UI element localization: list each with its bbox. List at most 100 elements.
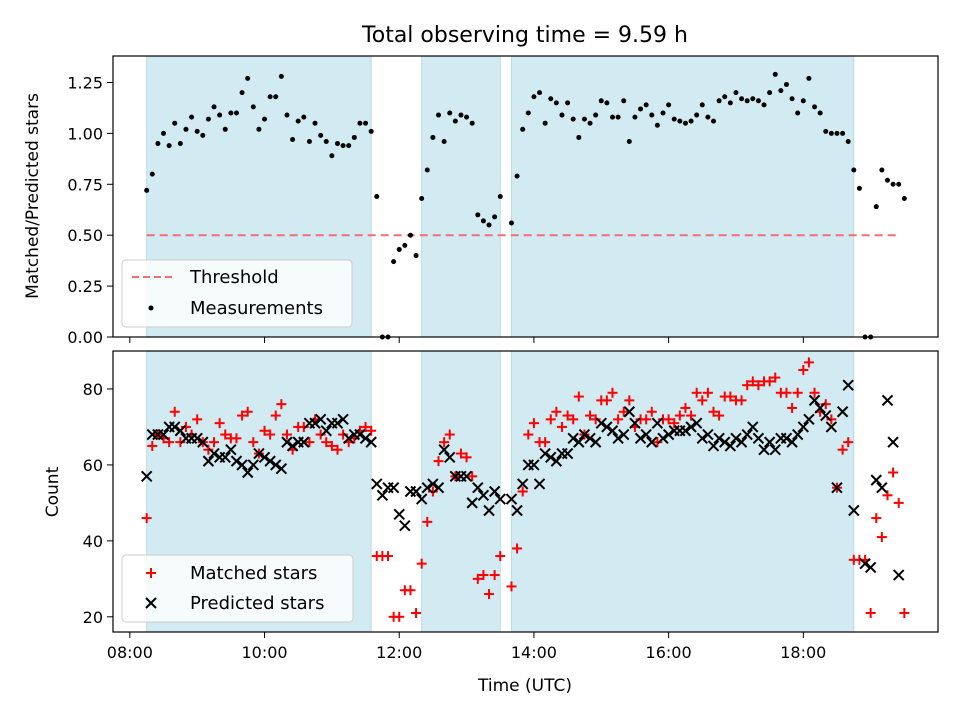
predicted-marker-b xyxy=(241,466,254,479)
predicted-marker-b xyxy=(730,432,742,445)
predicted-marker-b xyxy=(870,474,882,486)
measurement-point xyxy=(205,116,211,122)
matched-star-marker xyxy=(495,551,506,562)
matched-star-marker xyxy=(837,444,848,455)
predicted-star-marker xyxy=(298,436,310,448)
measurement-point xyxy=(508,220,514,226)
predicted-star-marker xyxy=(225,444,237,456)
bottom-x-ticks: 08:00 10:00 12:00 14:00 16:00 18:00 xyxy=(107,632,826,662)
predicted-marker-b xyxy=(466,497,478,509)
matched-star-marker xyxy=(231,433,242,444)
y-tick-label: 1.25 xyxy=(67,73,103,92)
predicted-marker-b xyxy=(696,432,708,445)
matched-star-marker xyxy=(562,410,573,421)
predicted-marker-b xyxy=(365,436,377,448)
predicted-marker-b xyxy=(618,428,630,441)
predicted-star-marker xyxy=(758,444,770,456)
predicted-star-marker xyxy=(825,421,838,433)
predicted-star-marker xyxy=(354,428,366,441)
measurement-point xyxy=(593,112,599,118)
predicted-star-marker xyxy=(719,436,731,448)
matched-star-marker xyxy=(506,581,517,592)
predicted-marker-b xyxy=(281,436,293,448)
matched-star-marker xyxy=(528,418,539,429)
predicted-marker-b xyxy=(337,413,349,426)
measurement-point xyxy=(727,100,733,106)
y-tick-label: 40 xyxy=(83,532,103,551)
predicted-star-marker xyxy=(365,436,377,448)
matched-star-markers xyxy=(141,357,910,622)
x-tick-label: 14:00 xyxy=(511,643,557,662)
measurement-point xyxy=(879,167,885,173)
predicted-marker-b xyxy=(191,432,203,445)
predicted-marker-b xyxy=(820,409,832,422)
predicted-star-marker xyxy=(275,463,288,475)
measurement-point xyxy=(873,204,879,210)
measurement-point xyxy=(778,88,784,94)
y-tick-label: 60 xyxy=(83,456,103,475)
matched-star-marker xyxy=(175,437,186,448)
measurement-point xyxy=(559,112,565,118)
predicted-marker-b xyxy=(444,451,456,464)
measurement-point xyxy=(688,118,694,124)
predicted-star-markers xyxy=(140,379,905,581)
predicted-star-marker xyxy=(629,417,641,429)
matched-star-marker xyxy=(338,429,349,440)
measurement-point xyxy=(492,214,498,220)
matched-star-marker xyxy=(585,410,596,421)
matched-star-marker xyxy=(725,391,736,402)
predicted-star-marker xyxy=(584,432,596,445)
predicted-star-marker xyxy=(432,481,445,494)
measurement-point xyxy=(346,143,352,149)
predicted-star-marker xyxy=(483,504,495,517)
predicted-star-marker xyxy=(595,417,607,429)
measurement-point xyxy=(402,242,408,248)
matched-star-marker xyxy=(764,376,775,387)
predicted-marker-b xyxy=(230,455,243,467)
predicted-marker-b xyxy=(578,428,591,441)
predicted-star-marker xyxy=(864,561,877,574)
predicted-marker-b xyxy=(719,436,731,448)
predicted-marker-b xyxy=(606,425,619,437)
predicted-marker-b xyxy=(808,394,821,407)
measurement-point xyxy=(329,153,335,159)
predicted-marker-b xyxy=(803,413,815,426)
predicted-star-marker xyxy=(859,557,871,570)
measurement-point xyxy=(222,126,228,132)
predicted-marker-b xyxy=(258,451,271,464)
measurement-point xyxy=(149,171,155,177)
predicted-star-marker xyxy=(460,470,473,483)
predicted-marker-b xyxy=(752,432,765,445)
measurement-point xyxy=(660,110,666,116)
predicted-star-marker xyxy=(763,436,776,448)
predicted-star-marker xyxy=(174,425,187,437)
measurement-point xyxy=(716,98,722,104)
measurement-point xyxy=(755,98,761,104)
predicted-star-marker xyxy=(410,485,422,498)
predicted-star-marker xyxy=(516,478,529,490)
measurement-point xyxy=(239,90,245,96)
predicted-star-marker xyxy=(264,455,276,467)
predicted-marker-b xyxy=(780,432,793,445)
matched-star-marker xyxy=(411,608,422,619)
predicted-marker-b xyxy=(629,417,641,429)
predicted-marker-b xyxy=(488,485,501,498)
predicted-marker-b xyxy=(573,436,585,448)
top-panel: 0.00 0.25 0.50 0.75 1.00 1.25 Total observing… xyxy=(23,23,939,347)
measurement-point xyxy=(604,100,610,106)
matched-star-marker xyxy=(209,437,220,448)
measurement-point xyxy=(447,110,453,116)
matched-star-marker xyxy=(540,437,551,448)
measurement-point xyxy=(430,134,436,140)
matched-star-marker xyxy=(809,387,820,398)
measurement-point xyxy=(649,112,655,118)
matched-star-marker xyxy=(214,418,225,429)
predicted-marker-b xyxy=(713,432,725,445)
predicted-star-marker xyxy=(399,519,411,532)
measurement-point xyxy=(469,120,475,126)
predicted-marker-b xyxy=(264,455,276,467)
measurement-point xyxy=(638,106,644,112)
matched-star-marker xyxy=(770,372,781,383)
predicted-marker-b xyxy=(595,417,607,429)
